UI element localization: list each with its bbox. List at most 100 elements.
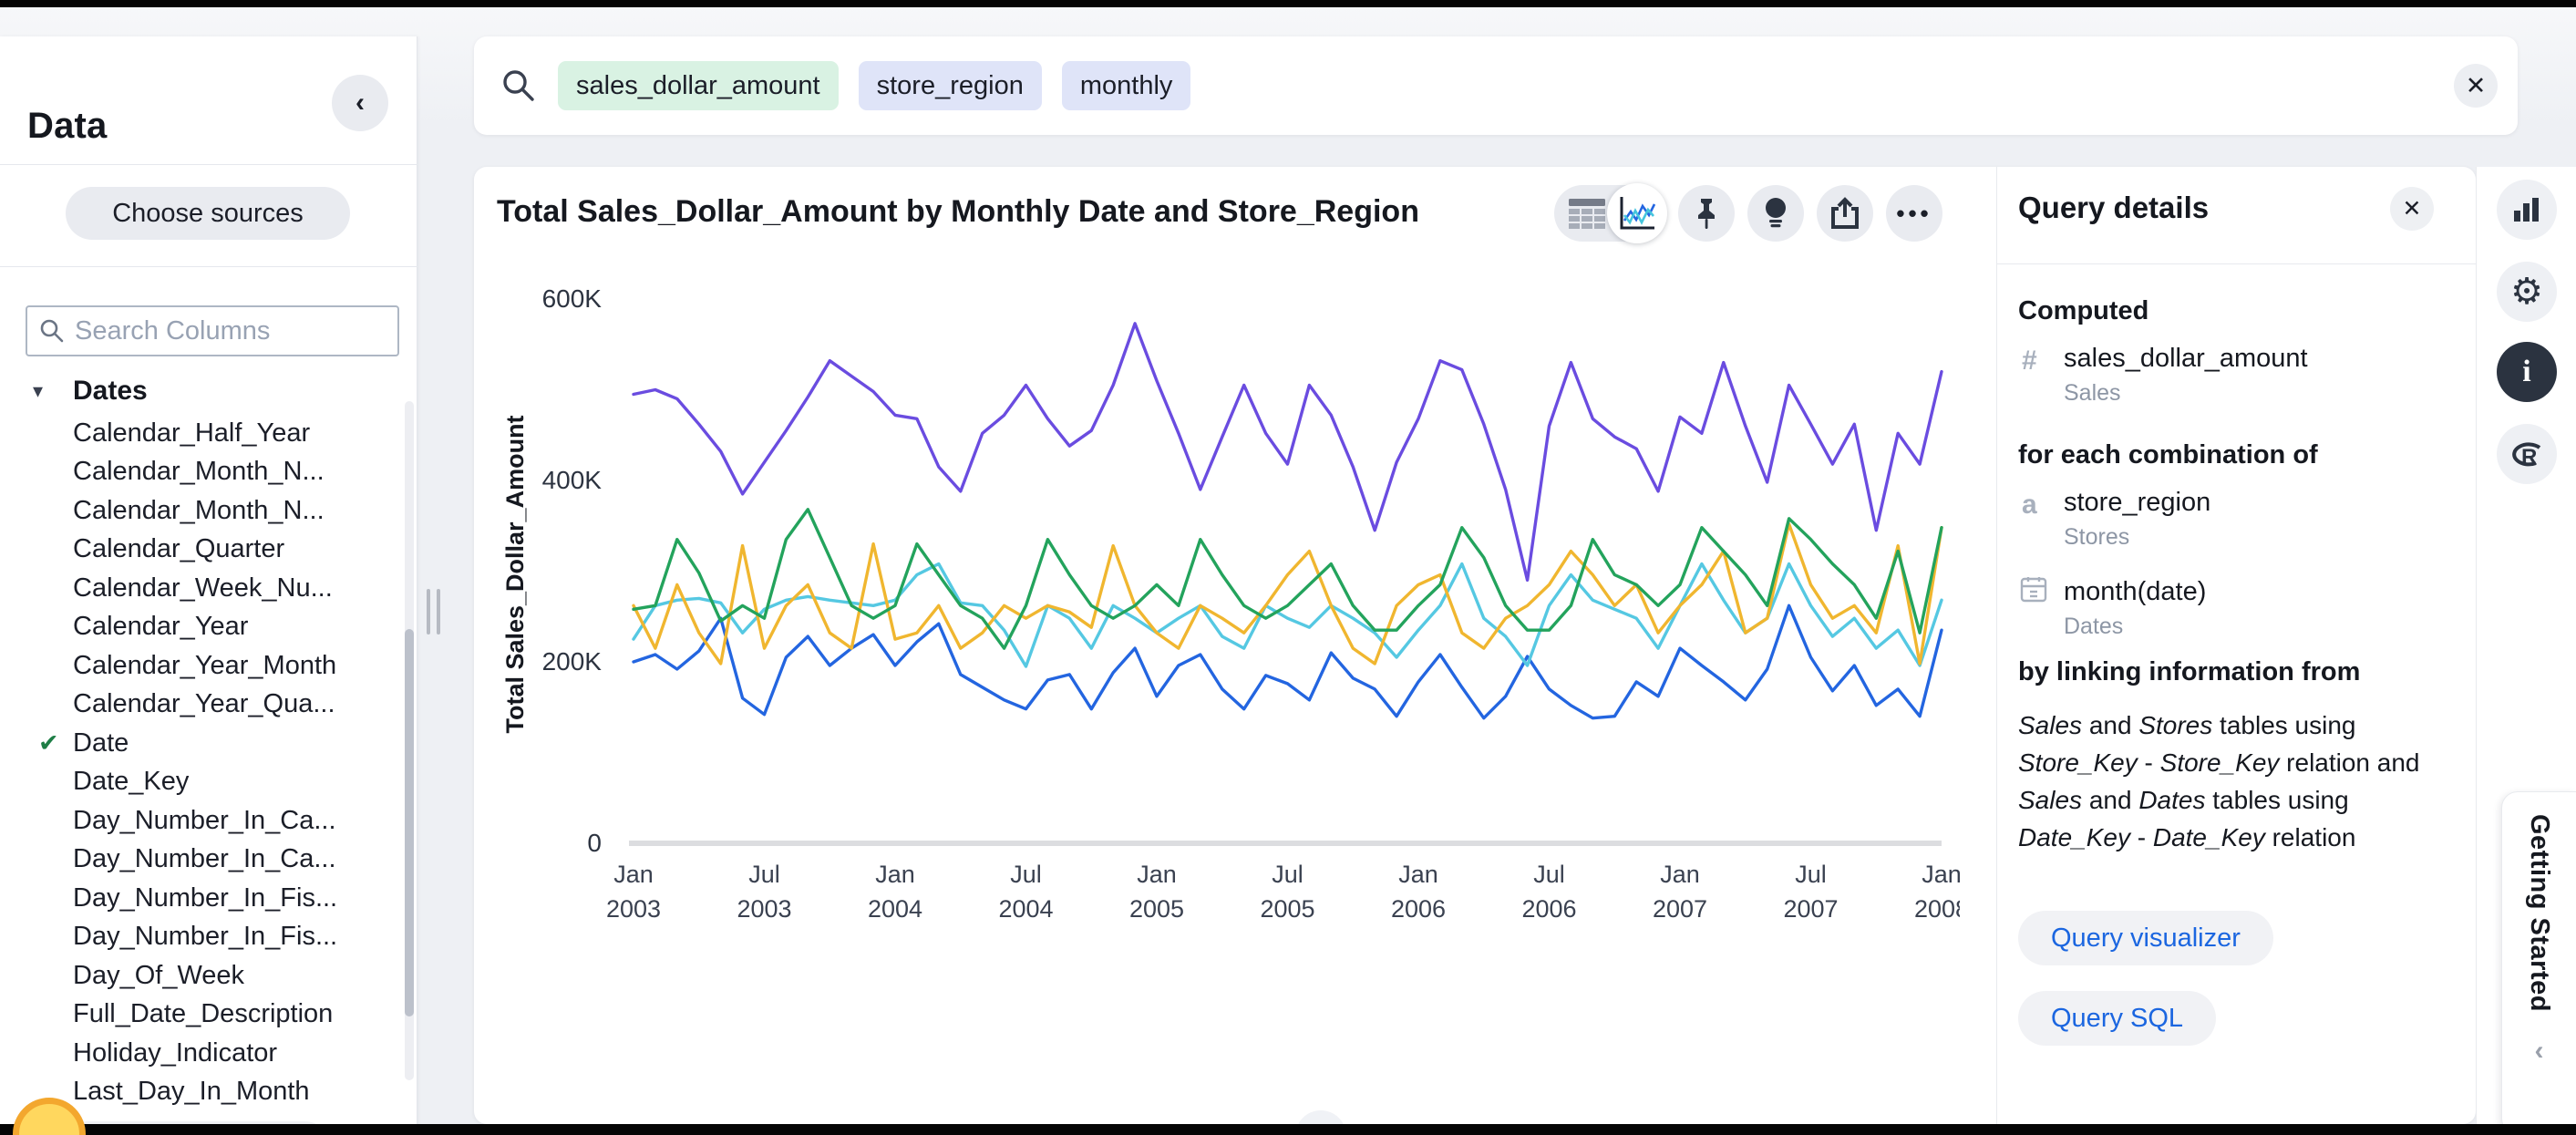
column-item-label: Calendar_Month_N... (73, 457, 325, 487)
x-tick-label: Jan2003 (606, 861, 661, 923)
x-tick-label: Jan2007 (1653, 861, 1707, 923)
pin-button[interactable] (1678, 185, 1735, 242)
r-logo-icon: R (2509, 439, 2545, 469)
choose-sources-button[interactable]: Choose sources (66, 187, 350, 240)
ellipsis-icon: ••• (1896, 200, 1932, 228)
share-icon (1829, 197, 1861, 230)
column-item-label: Day_Of_Week (73, 961, 244, 991)
x-tick-label: Jul2003 (737, 861, 791, 923)
combination-field[interactable]: store_region (2064, 488, 2210, 518)
close-query-details-button[interactable]: ✕ (2390, 187, 2434, 231)
info-button[interactable]: i (2497, 342, 2557, 402)
r-analysis-button[interactable]: R (2497, 424, 2557, 484)
y-tick-label: 200K (542, 647, 603, 676)
combination-source: Dates (2064, 614, 2123, 640)
settings-button[interactable]: ⚙ (2497, 262, 2557, 322)
computed-field[interactable]: sales_dollar_amount (2064, 344, 2308, 374)
x-tick-label: Jul2005 (1260, 861, 1314, 923)
window-top-bar (0, 0, 2576, 7)
column-item-label: Calendar_Half_Year (73, 418, 310, 449)
column-item[interactable]: Holiday_Indicator (0, 1034, 401, 1072)
computed-source: Sales (2064, 380, 2121, 407)
y-tick-label: 600K (542, 284, 603, 313)
column-item-label: Calendar_Quarter (73, 534, 284, 564)
search-token[interactable]: monthly (1062, 61, 1191, 110)
x-tick-label: Jul2006 (1521, 861, 1576, 923)
column-group-dates[interactable]: ▾ Dates (0, 372, 401, 410)
combination-field[interactable]: month(date) (2064, 577, 2206, 607)
gear-icon: ⚙ (2510, 271, 2543, 313)
column-item[interactable]: Day_Number_In_Fis... (0, 879, 401, 917)
column-item[interactable]: Calendar_Half_Year (0, 414, 401, 452)
view-toggle[interactable] (1554, 185, 1665, 242)
x-tick-label: Jan2005 (1129, 861, 1184, 923)
chart-options-button[interactable] (2497, 180, 2557, 240)
query-visualizer-button[interactable]: Query visualizer (2018, 911, 2273, 965)
column-item[interactable]: Calendar_Month_N... (0, 453, 401, 491)
attribute-icon: a (2022, 490, 2037, 521)
clear-search-button[interactable]: ✕ (2454, 64, 2498, 108)
column-item-label: Full_Date_Description (73, 999, 333, 1029)
column-item[interactable]: Calendar_Week_Nu... (0, 569, 401, 607)
more-options-button[interactable]: ••• (1886, 185, 1942, 242)
getting-started-panel[interactable]: Getting Started ‹ (2501, 791, 2576, 1135)
x-tick-label: Jan2006 (1391, 861, 1446, 923)
column-item-label: Holiday_Indicator (73, 1038, 277, 1068)
column-item-label: Calendar_Year (73, 612, 248, 642)
column-item-label: Calendar_Year_Qua... (73, 689, 335, 719)
column-item[interactable]: Day_Of_Week (0, 956, 401, 995)
column-item-label: Date (73, 728, 129, 758)
column-item[interactable]: Calendar_Month_N... (0, 491, 401, 530)
sidebar-collapse-button[interactable]: ‹ (332, 75, 388, 131)
share-button[interactable] (1817, 185, 1873, 242)
search-columns-box[interactable] (26, 305, 399, 356)
linking-heading: by linking information from (2018, 657, 2360, 687)
column-item[interactable]: Calendar_Year (0, 608, 401, 646)
search-token[interactable]: store_region (859, 61, 1042, 110)
line-chart[interactable]: 0200K400K600KTotal Sales_Dollar_AmountJa… (492, 273, 1960, 930)
pin-icon (1691, 197, 1722, 230)
x-tick-label: Jul2007 (1783, 861, 1838, 923)
measure-icon: # (2022, 346, 2037, 377)
chevron-left-icon[interactable]: ‹ (2535, 1036, 2544, 1067)
sidebar-scrollbar-thumb[interactable] (405, 629, 414, 1016)
column-item[interactable]: Date_Key (0, 763, 401, 801)
column-item[interactable]: Calendar_Year_Month (0, 646, 401, 685)
y-axis-title: Total Sales_Dollar_Amount (501, 415, 529, 733)
search-token-row: sales_dollar_amount store_region monthly (558, 61, 1190, 110)
combination-heading: for each combination of (2018, 440, 2318, 470)
column-item[interactable]: Full_Date_Description (0, 996, 401, 1034)
series-line-west[interactable] (634, 324, 1942, 581)
query-details-title: Query details (2018, 191, 2209, 225)
series-line-south[interactable] (634, 524, 1942, 664)
column-item[interactable]: Day_Number_In_Fis... (0, 918, 401, 956)
data-sidebar: Data ‹ Choose sources ▾ Dates Calendar_H… (0, 36, 417, 1128)
column-item-label: Day_Number_In_Ca... (73, 844, 336, 874)
column-item[interactable]: Calendar_Year_Qua... (0, 686, 401, 724)
chart-view-button[interactable] (1607, 183, 1667, 243)
search-columns-input[interactable] (75, 316, 376, 346)
series-line-midwest[interactable] (634, 564, 1942, 667)
column-item[interactable]: Day_Number_In_Ca... (0, 801, 401, 840)
search-token[interactable]: sales_dollar_amount (558, 61, 839, 110)
column-item-label: Date_Key (73, 767, 189, 797)
bar-chart-icon (2512, 196, 2541, 223)
divider (0, 164, 417, 165)
insights-button[interactable] (1747, 185, 1804, 242)
close-icon: ✕ (2466, 72, 2487, 100)
column-item[interactable]: ✔ Date (0, 724, 401, 762)
getting-started-label: Getting Started (2524, 814, 2554, 1012)
combination-source: Stores (2064, 524, 2129, 551)
check-icon: ✔ (38, 729, 59, 758)
search-bar[interactable]: sales_dollar_amount store_region monthly ✕ (474, 36, 2518, 135)
table-view-icon[interactable] (1567, 197, 1607, 232)
column-item-label: Day_Number_In_Fis... (73, 922, 337, 952)
column-item[interactable]: Calendar_Quarter (0, 531, 401, 569)
query-sql-button[interactable]: Query SQL (2018, 991, 2216, 1046)
x-tick-label: Jul2004 (998, 861, 1053, 923)
column-item[interactable]: Day_Number_In_Ca... (0, 841, 401, 879)
computed-heading: Computed (2018, 296, 2148, 326)
series-line-east[interactable] (634, 605, 1942, 717)
sidebar-resize-handle[interactable] (427, 589, 447, 635)
y-tick-label: 0 (587, 829, 602, 857)
